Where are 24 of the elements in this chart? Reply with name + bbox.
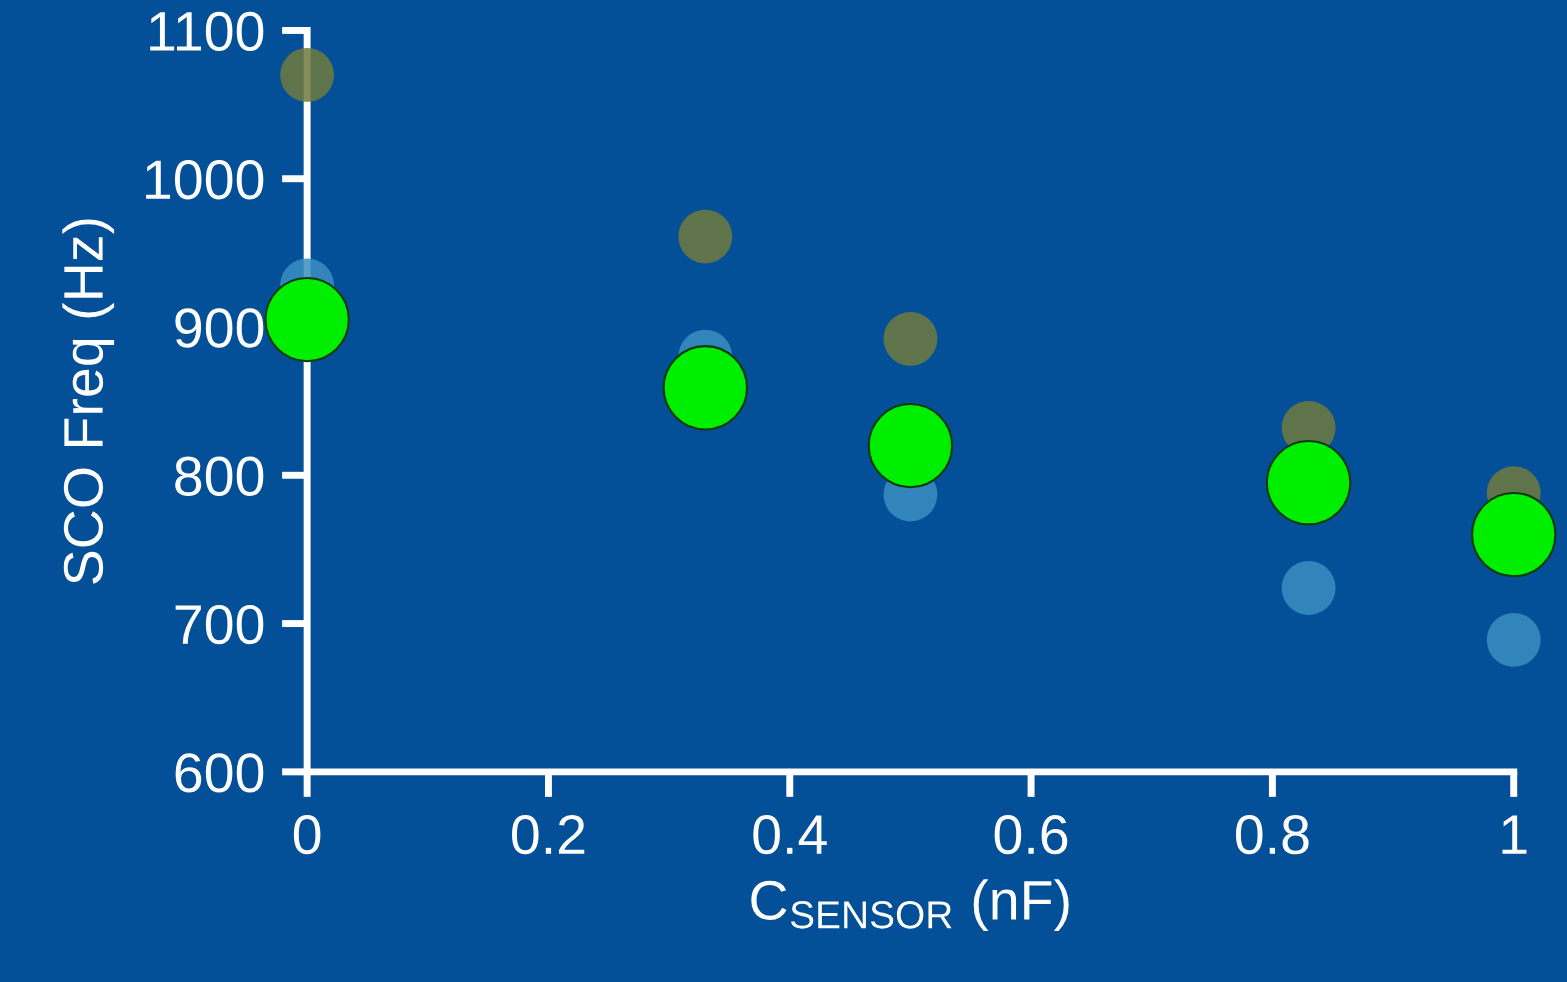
x-tick-label: 0.4	[753, 814, 827, 855]
x-tick-label: 1	[1502, 815, 1527, 854]
point	[1281, 561, 1336, 615]
point	[1486, 612, 1541, 667]
point	[280, 48, 335, 102]
point	[678, 209, 733, 264]
x-tick-label: 0.6	[994, 814, 1068, 855]
y-tick-label: 1000	[146, 160, 264, 200]
y-tick-label: 800	[175, 456, 264, 496]
point	[1471, 491, 1557, 578]
y-axis-title: SCO Freq (Hz)	[62, 219, 115, 584]
y-tick-label: 900	[175, 308, 264, 348]
y-tick-label: 600	[175, 753, 264, 793]
x-axis-title: C$_{SENSOR}$ (nF)	[751, 879, 1069, 931]
point	[1265, 440, 1352, 526]
y-tick-label: 1100	[150, 11, 264, 52]
x-tick-label: 0.2	[512, 814, 585, 855]
y-tick-label: 700	[175, 604, 264, 645]
point	[264, 276, 350, 363]
x-tick-label: 0	[293, 814, 321, 855]
x-tick-label: 0.8	[1235, 814, 1309, 855]
point	[662, 345, 749, 431]
point	[867, 402, 954, 489]
point	[883, 311, 938, 366]
